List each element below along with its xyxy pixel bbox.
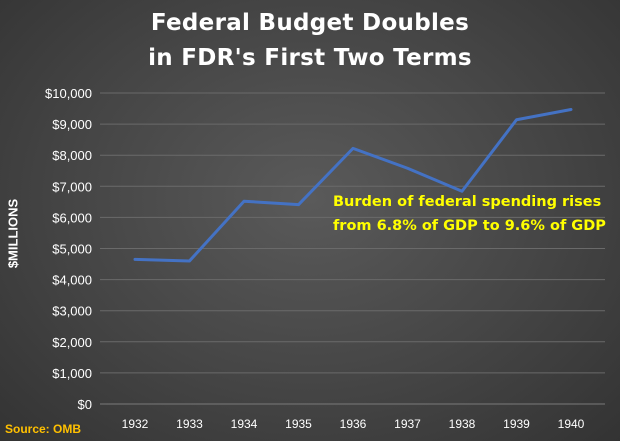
- x-tick-label: 1939: [503, 417, 530, 431]
- x-tick-label: 1938: [449, 417, 476, 431]
- y-axis-label: $MILLIONS: [5, 198, 21, 269]
- annotation-line-2: from 6.8% of GDP to 9.6% of GDP: [333, 218, 606, 234]
- y-tick-label: $6,000: [52, 210, 92, 225]
- y-tick-label: $0: [78, 397, 92, 412]
- y-tick-label: $7,000: [52, 179, 92, 194]
- x-tick-label: 1935: [285, 417, 312, 431]
- x-tick-label: 1932: [122, 417, 149, 431]
- chart-title-line-2: in FDR's First Two Terms: [148, 45, 472, 71]
- chart-title-line-1: Federal Budget Doubles: [150, 10, 470, 36]
- y-tick-label: $2,000: [52, 335, 92, 350]
- y-tick-label: $8,000: [52, 148, 92, 163]
- y-tick-label: $5,000: [52, 242, 92, 257]
- y-tick-label: $3,000: [52, 304, 92, 319]
- x-tick-label: 1940: [558, 417, 585, 431]
- x-tick-label: 1937: [394, 417, 421, 431]
- x-tick-label: 1934: [231, 417, 258, 431]
- series-line-federal-budget: [133, 107, 573, 263]
- annotation-line-1: Burden of federal spending rises: [333, 194, 602, 210]
- y-tick-label: $10,000: [45, 86, 92, 101]
- x-tick-label: 1933: [176, 417, 203, 431]
- y-tick-label: $9,000: [52, 117, 92, 132]
- y-tick-label: $1,000: [52, 366, 92, 381]
- y-tick-label: $4,000: [52, 273, 92, 288]
- x-tick-label: 1936: [340, 417, 367, 431]
- source-note: Source: OMB: [5, 422, 82, 436]
